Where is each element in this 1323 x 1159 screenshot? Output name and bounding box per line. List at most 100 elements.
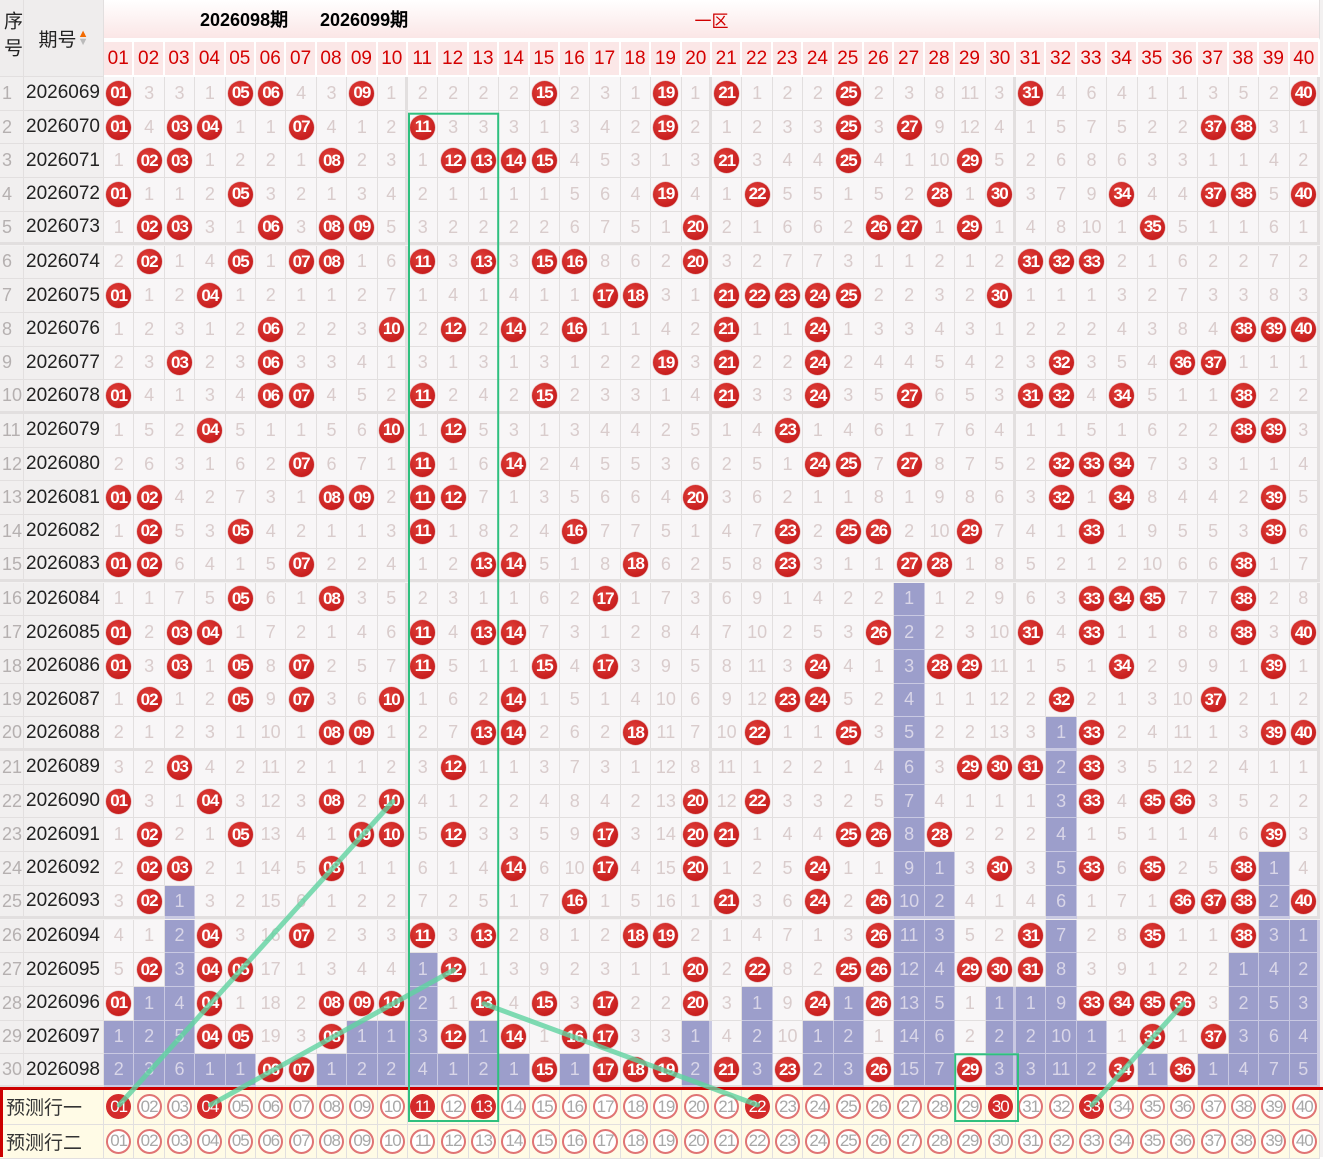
prediction-cell[interactable]: 34 <box>1107 1125 1137 1159</box>
prediction-cell[interactable]: 10 <box>378 1125 408 1159</box>
prediction-cell[interactable]: 21 <box>712 1090 742 1125</box>
column-header-35[interactable]: 35 <box>1138 40 1168 77</box>
prediction-cell[interactable]: 14 <box>499 1125 529 1159</box>
prediction-cell[interactable]: 09 <box>347 1090 377 1125</box>
prediction-cell[interactable]: 34 <box>1107 1090 1137 1125</box>
prediction-cell[interactable]: 23 <box>773 1125 803 1159</box>
prediction-cell[interactable]: 22 <box>742 1090 772 1125</box>
prediction-cell[interactable]: 06 <box>256 1090 286 1125</box>
column-header-18[interactable]: 18 <box>621 40 651 77</box>
column-header-11[interactable]: 11 <box>408 40 438 77</box>
prediction-cell[interactable]: 29 <box>955 1090 985 1125</box>
prediction-cell[interactable]: 08 <box>317 1125 347 1159</box>
column-header-12[interactable]: 12 <box>438 40 468 77</box>
prediction-cell[interactable]: 07 <box>286 1090 316 1125</box>
prediction-cell[interactable]: 04 <box>195 1125 225 1159</box>
prediction-cell[interactable]: 31 <box>1016 1090 1046 1125</box>
prediction-cell[interactable]: 17 <box>590 1090 620 1125</box>
sort-arrows-icon[interactable]: ▲▼ <box>78 30 89 46</box>
column-header-21[interactable]: 21 <box>712 40 742 77</box>
prediction-cell[interactable]: 18 <box>621 1125 651 1159</box>
column-header-05[interactable]: 05 <box>226 40 256 77</box>
prediction-cell[interactable]: 08 <box>317 1090 347 1125</box>
prediction-cell[interactable]: 38 <box>1229 1125 1259 1159</box>
prediction-cell[interactable]: 24 <box>803 1090 833 1125</box>
prediction-cell[interactable]: 15 <box>530 1090 560 1125</box>
prediction-cell[interactable]: 03 <box>165 1090 195 1125</box>
prediction-cell[interactable]: 11 <box>408 1125 438 1159</box>
column-header-13[interactable]: 13 <box>469 40 499 77</box>
prediction-cell[interactable]: 06 <box>256 1125 286 1159</box>
column-header-36[interactable]: 36 <box>1168 40 1198 77</box>
column-header-25[interactable]: 25 <box>834 40 864 77</box>
prediction-cell[interactable]: 01 <box>104 1125 134 1159</box>
prediction-cell[interactable]: 31 <box>1016 1125 1046 1159</box>
column-header-03[interactable]: 03 <box>165 40 195 77</box>
prediction-cell[interactable]: 35 <box>1138 1125 1168 1159</box>
column-header-28[interactable]: 28 <box>925 40 955 77</box>
prediction-cell[interactable]: 25 <box>834 1125 864 1159</box>
prediction-cell[interactable]: 16 <box>560 1125 590 1159</box>
prediction-cell[interactable]: 19 <box>651 1090 681 1125</box>
prediction-cell[interactable]: 24 <box>803 1125 833 1159</box>
prediction-cell[interactable]: 28 <box>925 1090 955 1125</box>
column-header-17[interactable]: 17 <box>590 40 620 77</box>
column-header-10[interactable]: 10 <box>378 40 408 77</box>
prediction-cell[interactable]: 03 <box>165 1125 195 1159</box>
prediction-cell[interactable]: 12 <box>438 1090 468 1125</box>
column-header-32[interactable]: 32 <box>1046 40 1076 77</box>
column-header-20[interactable]: 20 <box>682 40 712 77</box>
column-header-09[interactable]: 09 <box>347 40 377 77</box>
column-header-27[interactable]: 27 <box>894 40 924 77</box>
prediction-cell[interactable]: 01 <box>104 1090 134 1125</box>
prediction-cell[interactable]: 11 <box>408 1090 438 1125</box>
prediction-cell[interactable]: 07 <box>286 1125 316 1159</box>
prediction-cell[interactable]: 37 <box>1198 1125 1228 1159</box>
prediction-cell[interactable]: 40 <box>1290 1090 1320 1125</box>
prediction-cell[interactable]: 33 <box>1077 1125 1107 1159</box>
prediction-cell[interactable]: 02 <box>134 1090 164 1125</box>
prediction-cell[interactable]: 26 <box>864 1125 894 1159</box>
column-header-19[interactable]: 19 <box>651 40 681 77</box>
prediction-cell[interactable]: 40 <box>1290 1125 1320 1159</box>
column-header-33[interactable]: 33 <box>1077 40 1107 77</box>
column-header-02[interactable]: 02 <box>134 40 164 77</box>
prediction-cell[interactable]: 36 <box>1168 1125 1198 1159</box>
prediction-cell[interactable]: 38 <box>1229 1090 1259 1125</box>
column-header-07[interactable]: 07 <box>286 40 316 77</box>
prediction-cell[interactable]: 33 <box>1077 1090 1107 1125</box>
prediction-cell[interactable]: 13 <box>469 1090 499 1125</box>
prediction-cell[interactable]: 05 <box>226 1090 256 1125</box>
prediction-cell[interactable]: 20 <box>682 1125 712 1159</box>
prediction-cell[interactable]: 32 <box>1046 1125 1076 1159</box>
prediction-cell[interactable]: 36 <box>1168 1090 1198 1125</box>
column-header-22[interactable]: 22 <box>742 40 772 77</box>
prediction-cell[interactable]: 20 <box>682 1090 712 1125</box>
column-header-39[interactable]: 39 <box>1259 40 1289 77</box>
prediction-cell[interactable]: 18 <box>621 1090 651 1125</box>
prediction-cell[interactable]: 30 <box>986 1090 1016 1125</box>
column-header-37[interactable]: 37 <box>1198 40 1228 77</box>
prediction-cell[interactable]: 27 <box>894 1125 924 1159</box>
prediction-cell[interactable]: 16 <box>560 1090 590 1125</box>
prediction-cell[interactable]: 17 <box>590 1125 620 1159</box>
prediction-cell[interactable]: 13 <box>469 1125 499 1159</box>
prediction-cell[interactable]: 12 <box>438 1125 468 1159</box>
column-header-06[interactable]: 06 <box>256 40 286 77</box>
prediction-cell[interactable]: 39 <box>1259 1125 1289 1159</box>
column-header-26[interactable]: 26 <box>864 40 894 77</box>
prediction-cell[interactable]: 25 <box>834 1090 864 1125</box>
column-header-14[interactable]: 14 <box>499 40 529 77</box>
prediction-cell[interactable]: 05 <box>226 1125 256 1159</box>
column-header-23[interactable]: 23 <box>773 40 803 77</box>
issue-header[interactable]: 期号▲▼ <box>24 0 104 77</box>
prediction-cell[interactable]: 29 <box>955 1125 985 1159</box>
column-header-04[interactable]: 04 <box>195 40 225 77</box>
prediction-cell[interactable]: 35 <box>1138 1090 1168 1125</box>
prediction-cell[interactable]: 23 <box>773 1090 803 1125</box>
prediction-cell[interactable]: 10 <box>378 1090 408 1125</box>
prediction-cell[interactable]: 32 <box>1046 1090 1076 1125</box>
prediction-cell[interactable]: 19 <box>651 1125 681 1159</box>
prediction-cell[interactable]: 30 <box>986 1125 1016 1159</box>
column-header-16[interactable]: 16 <box>560 40 590 77</box>
